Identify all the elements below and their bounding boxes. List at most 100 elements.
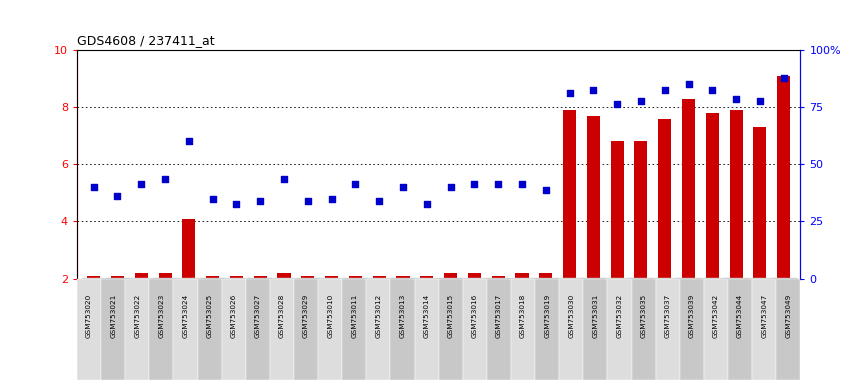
Bar — [320, 309, 557, 339]
Text: GSM753021: GSM753021 — [110, 294, 116, 338]
Bar — [682, 99, 695, 278]
Point — [515, 181, 529, 187]
Text: GSM753025: GSM753025 — [206, 294, 212, 338]
Bar — [82, 309, 320, 339]
Point — [610, 101, 624, 107]
Text: KC in vitro: KC in vitro — [650, 289, 704, 299]
Text: GSM753012: GSM753012 — [376, 294, 382, 338]
Bar — [729, 110, 743, 278]
Text: in vitro culture: in vitro culture — [639, 319, 715, 329]
Point — [253, 198, 267, 204]
Point — [586, 87, 600, 93]
Text: GSM753024: GSM753024 — [182, 294, 188, 338]
Text: GSM753022: GSM753022 — [134, 294, 140, 338]
Point — [491, 181, 505, 187]
Point — [777, 75, 791, 81]
Point — [301, 198, 315, 204]
Text: GSM753030: GSM753030 — [568, 294, 574, 338]
Bar — [182, 218, 195, 278]
Bar — [539, 273, 552, 278]
Point — [705, 87, 719, 93]
Bar — [658, 119, 671, 278]
Bar — [206, 276, 219, 278]
Text: GSM753019: GSM753019 — [544, 294, 550, 338]
Bar — [87, 276, 100, 278]
Text: GSM753031: GSM753031 — [592, 294, 598, 338]
Point — [681, 81, 695, 87]
Bar — [557, 278, 795, 309]
Text: GSM753042: GSM753042 — [713, 294, 719, 338]
Bar — [563, 110, 576, 278]
Point — [86, 184, 100, 190]
Point — [372, 198, 386, 204]
Text: GSM753023: GSM753023 — [158, 294, 164, 338]
Bar — [706, 113, 719, 278]
Bar — [557, 309, 795, 339]
Bar — [468, 273, 481, 278]
Text: GSM753047: GSM753047 — [761, 294, 767, 338]
Bar — [111, 276, 124, 278]
Bar — [610, 141, 624, 278]
Point — [396, 184, 410, 190]
Text: GSM753011: GSM753011 — [351, 294, 357, 338]
Text: GSM753017: GSM753017 — [496, 294, 502, 338]
Text: GSM753018: GSM753018 — [520, 294, 526, 338]
Text: GSM753013: GSM753013 — [400, 294, 406, 338]
Bar — [634, 141, 647, 278]
Bar — [134, 273, 148, 278]
Bar — [277, 273, 290, 278]
Bar — [372, 276, 386, 278]
Point — [229, 201, 243, 207]
Text: GSM753015: GSM753015 — [448, 294, 454, 338]
Bar — [301, 276, 314, 278]
Bar — [320, 278, 557, 309]
Point — [182, 138, 196, 144]
Text: GDS4608 / 237411_at: GDS4608 / 237411_at — [77, 34, 215, 47]
Bar — [158, 273, 171, 278]
Bar — [349, 276, 362, 278]
Text: GSM753027: GSM753027 — [255, 294, 261, 338]
Point — [753, 98, 767, 104]
Text: GSM753010: GSM753010 — [327, 294, 333, 338]
Bar — [777, 76, 790, 278]
Bar — [444, 273, 457, 278]
Point — [634, 98, 648, 104]
Point — [467, 181, 481, 187]
Text: GSM753039: GSM753039 — [689, 294, 695, 338]
Point — [729, 96, 743, 102]
Text: GSM753014: GSM753014 — [424, 294, 430, 338]
Bar — [491, 276, 505, 278]
Bar — [420, 276, 433, 278]
Point — [348, 181, 362, 187]
Text: uninjured control: uninjured control — [394, 319, 484, 329]
Point — [562, 90, 576, 96]
Text: GSM753016: GSM753016 — [472, 294, 478, 338]
Point — [277, 175, 291, 182]
Text: GSM753026: GSM753026 — [231, 294, 237, 338]
Point — [158, 175, 172, 182]
Text: percentile rank within the sample: percentile rank within the sample — [95, 365, 271, 375]
Text: GSM753029: GSM753029 — [303, 294, 309, 338]
Point — [324, 195, 338, 202]
Point — [420, 201, 434, 207]
Text: GSM753020: GSM753020 — [86, 294, 92, 338]
Point — [205, 195, 219, 202]
Bar — [253, 276, 267, 278]
Text: GSM753044: GSM753044 — [737, 294, 743, 338]
Text: GSM753032: GSM753032 — [616, 294, 622, 338]
Text: KC LCM: KC LCM — [419, 289, 458, 299]
Text: GSM753037: GSM753037 — [665, 294, 671, 338]
Text: GSM753028: GSM753028 — [279, 294, 285, 338]
Bar — [325, 276, 338, 278]
Point — [110, 193, 124, 199]
Point — [539, 187, 553, 193]
Point — [443, 184, 457, 190]
Text: KC sorted: KC sorted — [175, 289, 226, 299]
Bar — [230, 276, 243, 278]
Point — [658, 87, 672, 93]
Bar — [753, 127, 766, 278]
Bar — [82, 278, 320, 309]
Text: transformed count: transformed count — [95, 345, 193, 355]
Bar — [396, 276, 409, 278]
Point — [134, 181, 148, 187]
